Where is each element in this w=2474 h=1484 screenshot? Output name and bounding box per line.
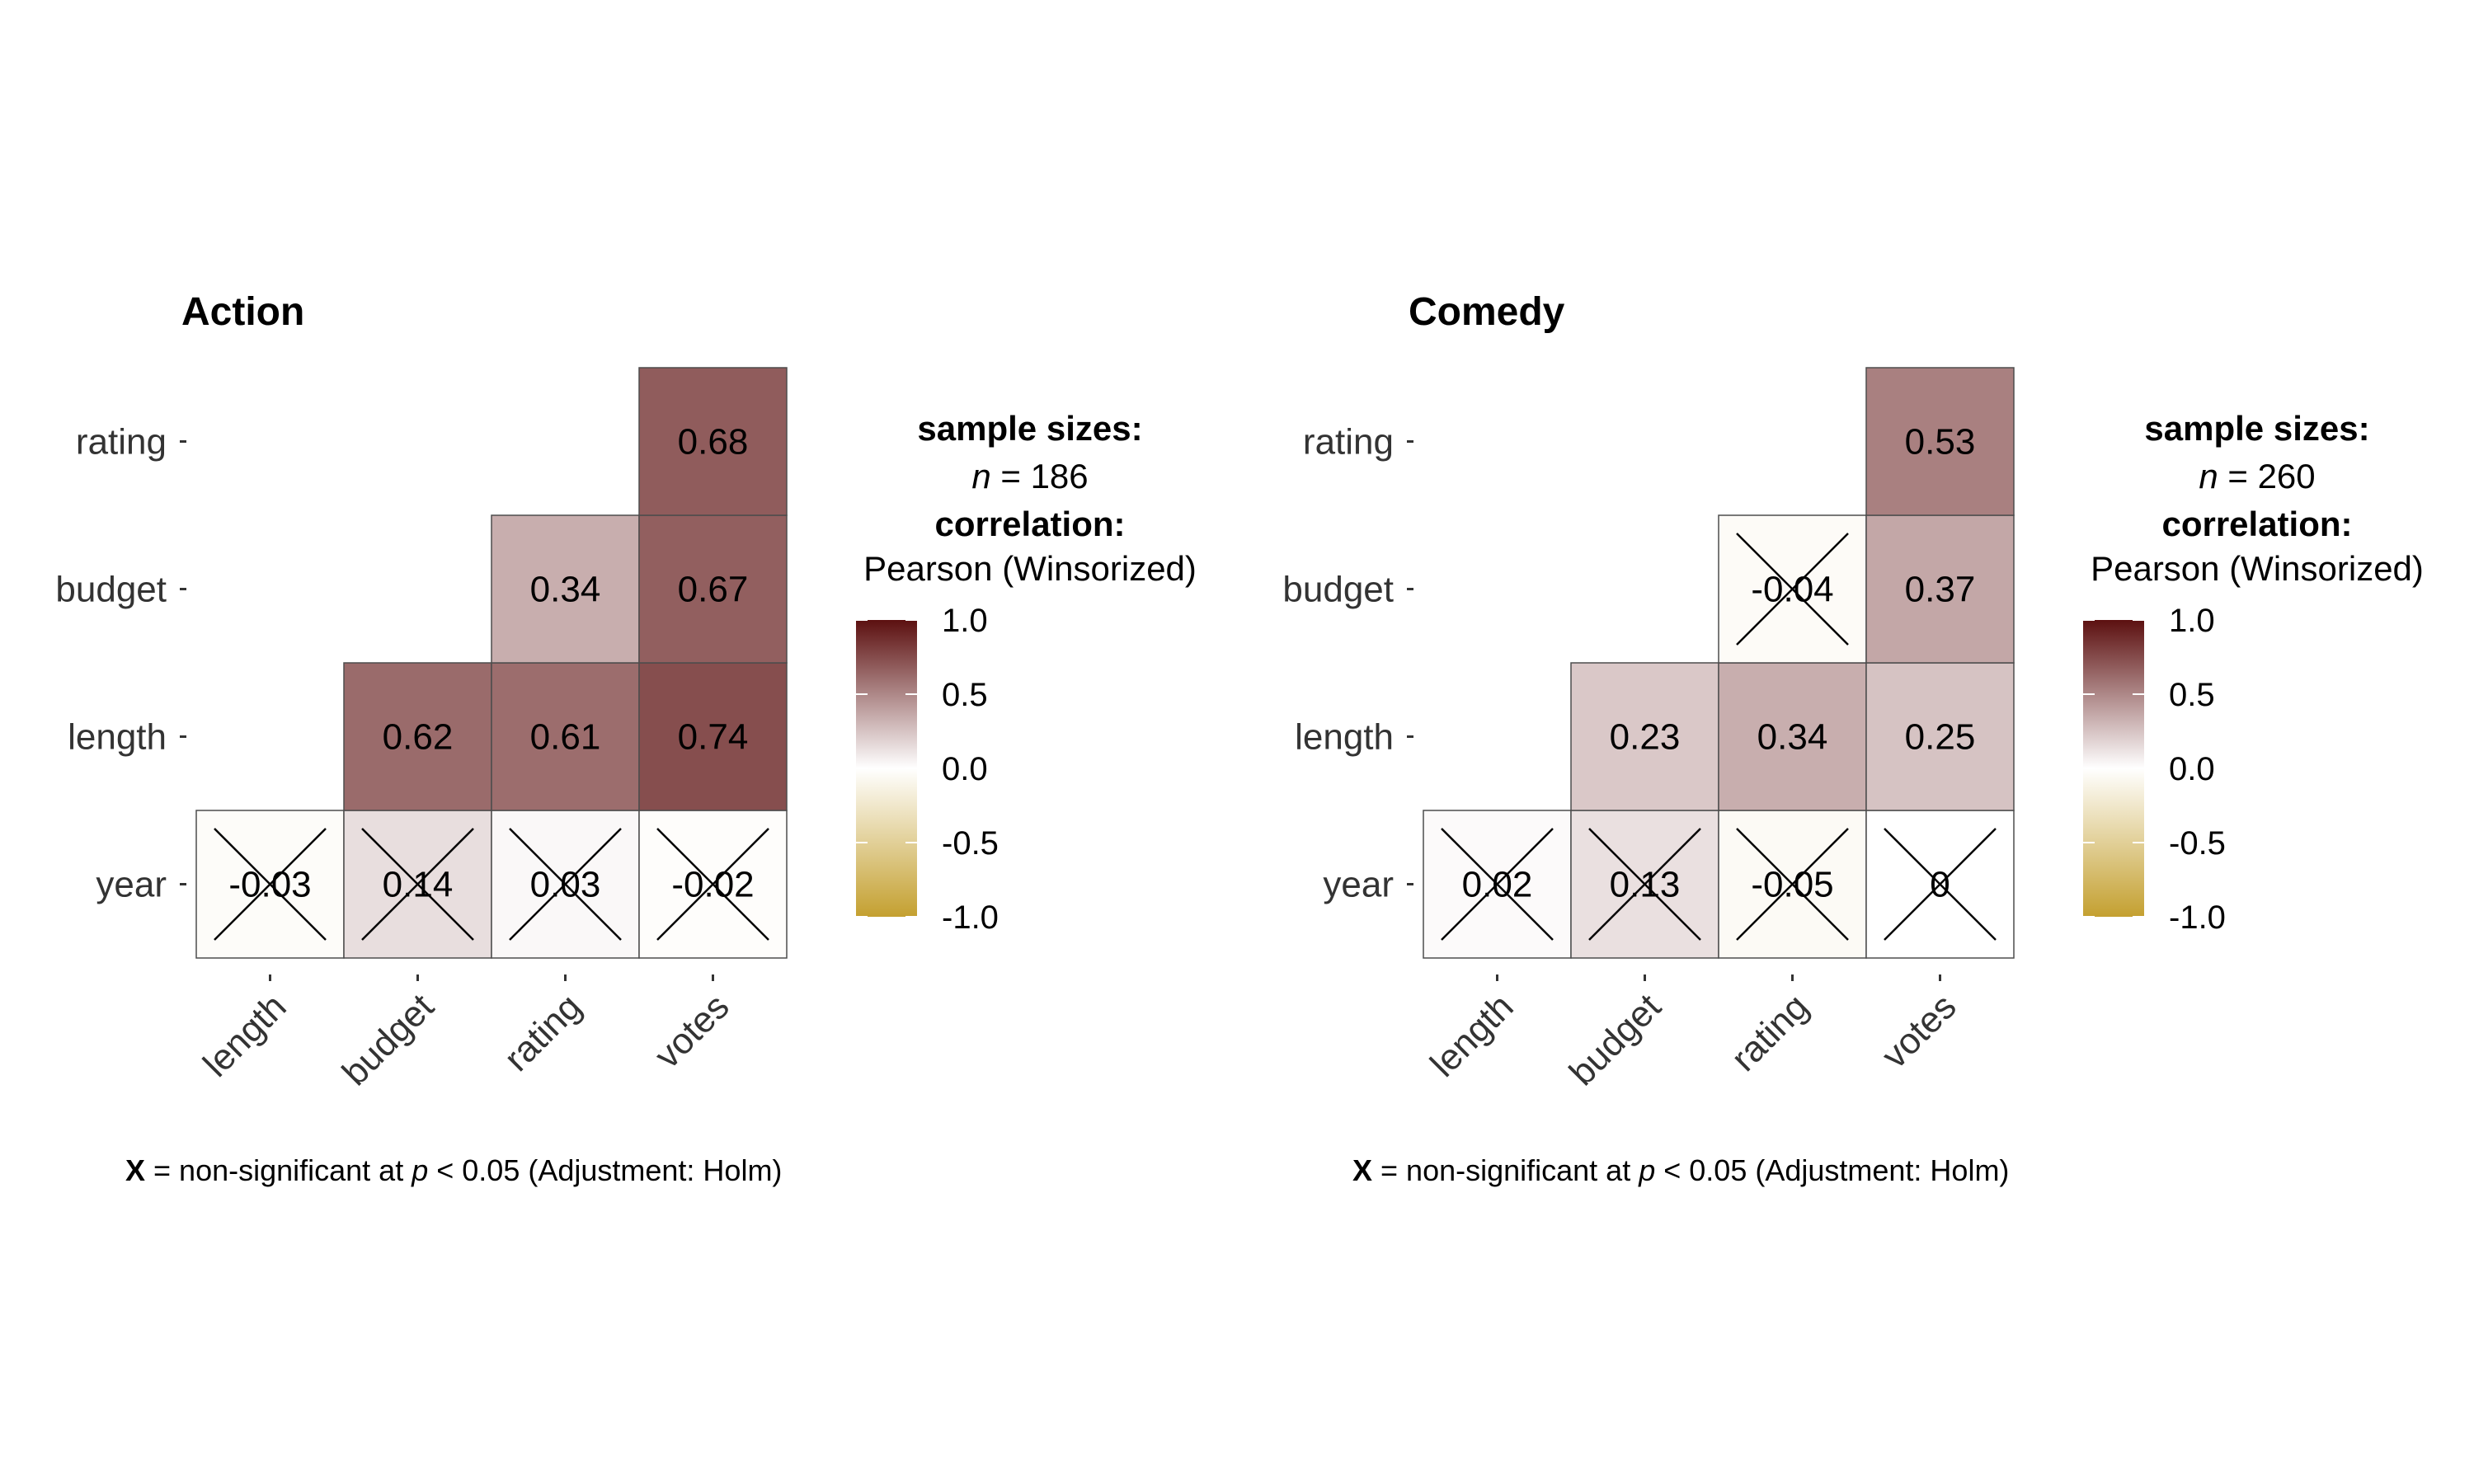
legend-sample-size: n = 186 (971, 457, 1088, 495)
cell-value-label: -0.05 (1751, 865, 1833, 905)
nonsig-cross-line (1736, 828, 1849, 941)
cell-value-label: 0.61 (530, 717, 601, 758)
nonsig-cross-line (214, 828, 327, 941)
legend-correlation-type: Pearson (Winsorized) (863, 549, 1197, 588)
colorbar-tick-label: 1.0 (2169, 603, 2215, 639)
nonsig-cross-line (361, 828, 474, 941)
colorbar-tick-label: -1.0 (2169, 899, 2226, 936)
cell-value-label: 0 (1930, 865, 1950, 905)
y-tick-label: year (1323, 865, 1394, 905)
y-tick-label: length (68, 717, 167, 758)
heatmap-cell (491, 662, 640, 811)
nonsig-cross-line (1588, 828, 1701, 941)
cell-value-label: 0.68 (678, 422, 749, 463)
heatmap-cell (1865, 662, 2015, 811)
cell-value-label: -0.04 (1751, 570, 1833, 610)
cell-value-label: 0.14 (383, 865, 454, 905)
panel-comedy: Comedy 0.02 0.13 -0.05 0 0.23 0.34 0.25 -0.04 0.3… (1282, 290, 2423, 1187)
x-tick-label: length (1423, 986, 1521, 1084)
caption: X = non-significant at p < 0.05 (Adjustm… (125, 1153, 782, 1187)
legend-correlation-label: correlation: (934, 505, 1125, 543)
legend-sample-size: n = 260 (2199, 457, 2315, 495)
cell-value-label: 0.13 (1610, 865, 1681, 905)
cell-value-label: 0.74 (678, 717, 749, 758)
legend-correlation-label: correlation: (2161, 505, 2352, 543)
colorbar-tick-label: -1.0 (942, 899, 999, 936)
y-tick-label: length (1295, 717, 1394, 758)
cell-value-label: 0.67 (678, 570, 749, 610)
y-tick-label: budget (55, 570, 167, 610)
nonsig-cross-line (1736, 533, 1849, 646)
colorbar-tick-label: 0.0 (942, 751, 988, 787)
x-tick-label: rating (1724, 986, 1816, 1078)
nonsig-cross-line (656, 828, 769, 941)
panel-action: Action -0.03 0.14 0.03 -0.02 0.62 0.61 0.74 0.34… (55, 290, 1196, 1187)
x-tick-label: budget (335, 986, 442, 1093)
colorbar-tick-label: 0.0 (2169, 751, 2215, 787)
cell-value-label: 0.37 (1905, 570, 1976, 610)
heatmap-cell (1718, 662, 1867, 811)
nonsig-cross-line (509, 828, 622, 941)
y-tick-label: budget (1282, 570, 1394, 610)
caption: X = non-significant at p < 0.05 (Adjustm… (1352, 1153, 2009, 1187)
heatmap-cell (491, 514, 640, 664)
nonsig-cross-line (1884, 828, 1997, 941)
heatmap-cell (1865, 514, 2015, 664)
x-tick-label: votes (1874, 986, 1964, 1076)
cell-value-label: 0.02 (1462, 865, 1533, 905)
x-tick-label: length (195, 986, 294, 1084)
colorbar-tick-label: -0.5 (2169, 825, 2226, 862)
cell-value-label: -0.03 (228, 865, 311, 905)
panel-title: Action (181, 290, 304, 334)
x-tick-label: votes (647, 986, 737, 1076)
heatmap-cell (638, 514, 788, 664)
panel-title: Comedy (1409, 290, 1565, 334)
colorbar-tick-label: 1.0 (942, 603, 988, 639)
cell-value-label: 0.62 (383, 717, 454, 758)
y-tick-label: rating (76, 422, 167, 463)
colorbar-tick-label: -0.5 (942, 825, 999, 862)
legend-correlation-type: Pearson (Winsorized) (2091, 549, 2424, 588)
cell-value-label: 0.23 (1610, 717, 1681, 758)
colorbar-tick-label: 0.5 (2169, 677, 2215, 713)
heatmap-cell (638, 367, 788, 516)
cell-value-label: 0.53 (1905, 422, 1976, 463)
y-tick-label: rating (1303, 422, 1394, 463)
heatmap-cell (1570, 662, 1719, 811)
legend-sample-sizes-label: sample sizes: (2144, 409, 2369, 448)
x-tick-label: rating (496, 986, 589, 1078)
cell-value-label: 0.34 (1757, 717, 1828, 758)
nonsig-cross-line (1441, 828, 1554, 941)
cell-value-label: -0.02 (671, 865, 754, 905)
cell-value-label: 0.34 (530, 570, 601, 610)
heatmap-cell (1865, 367, 2015, 516)
y-tick-label: year (96, 865, 167, 905)
legend-sample-sizes-label: sample sizes: (917, 409, 1142, 448)
cell-value-label: 0.25 (1905, 717, 1976, 758)
cell-value-label: 0.03 (530, 865, 601, 905)
colorbar-tick-label: 0.5 (942, 677, 988, 713)
x-tick-label: budget (1562, 986, 1669, 1093)
